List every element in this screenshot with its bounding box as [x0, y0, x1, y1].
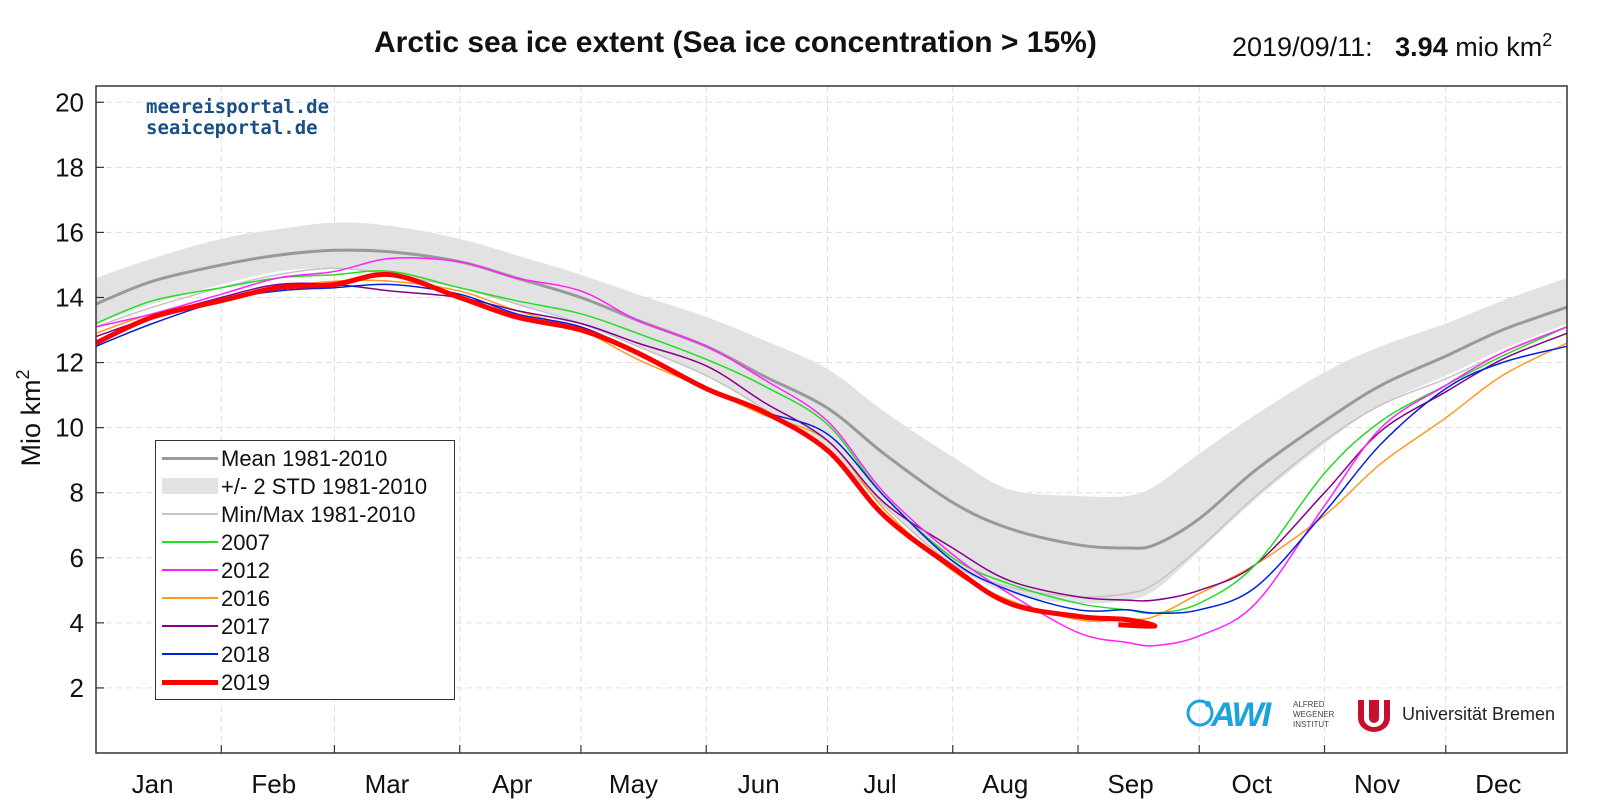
- legend-label: Min/Max 1981-2010: [221, 502, 416, 527]
- y-tick-label: 8: [70, 478, 84, 508]
- series-line-2007: [95, 270, 1568, 615]
- portal-line-2: seaiceportal.de: [146, 117, 318, 139]
- series-line-mean-1981-2010: [95, 248, 1568, 550]
- legend-item: 2007: [156, 528, 456, 556]
- y-ticks: 2 4 6 8 10 12 14 16 18 20: [55, 87, 104, 703]
- legend-label: 2018: [221, 642, 270, 667]
- x-tick-label: Feb: [251, 769, 296, 799]
- y-tick-label: 10: [55, 413, 84, 443]
- x-tick-label: Dec: [1475, 769, 1521, 799]
- x-tick-label: Apr: [492, 769, 533, 799]
- y-tick-label: 12: [55, 348, 84, 378]
- uni-bremen-text: Universität Bremen: [1402, 704, 1556, 724]
- x-tick-label: Aug: [982, 769, 1028, 799]
- legend-swatch: [162, 625, 218, 627]
- legend-swatch: [162, 653, 218, 655]
- readout-date: 2019/09/11:: [1232, 32, 1373, 62]
- x-tick-label: Jun: [738, 769, 780, 799]
- y-tick-label: 18: [55, 152, 84, 182]
- y-tick-label: 4: [70, 608, 84, 638]
- awi-subtitle: ALFRED WEGENER INSTITUT: [1293, 700, 1335, 729]
- legend-label: 2016: [221, 586, 270, 611]
- awi-globe-icon: [1186, 699, 1214, 727]
- readout-unit-sup: 2: [1542, 30, 1553, 50]
- x-tick-label: May: [609, 769, 658, 799]
- std-band-area: [96, 222, 1567, 604]
- y-tick-label: 20: [55, 87, 84, 117]
- x-tick-label: Jan: [132, 769, 174, 799]
- legend-item: 2016: [156, 584, 456, 612]
- y-tick-label: 14: [55, 282, 84, 312]
- legend-swatch: [162, 456, 218, 460]
- legend-swatch: [162, 513, 218, 515]
- std-band: [96, 222, 1567, 604]
- series-lines: [94, 248, 1568, 647]
- y-axis-label: Mio km2: [13, 369, 46, 466]
- x-tick-label: Oct: [1232, 769, 1273, 799]
- readout-unit: mio km: [1455, 32, 1543, 62]
- legend-item: Min/Max 1981-2010: [156, 500, 456, 528]
- legend-item: +/- 2 STD 1981-2010: [156, 472, 456, 500]
- awi-logo-text: AWI: [1211, 696, 1271, 734]
- x-ticks: Jan Feb Mar Apr May Jun Jul Aug Sep Oct Nov Dec: [132, 745, 1521, 799]
- legend-swatch: [162, 569, 218, 571]
- series-line-2012: [95, 257, 1568, 647]
- legend-label: +/- 2 STD 1981-2010: [221, 474, 428, 499]
- uni-bremen-icon: [1358, 700, 1390, 732]
- y-tick-label: 2: [70, 673, 84, 703]
- x-tick-label: Jul: [863, 769, 896, 799]
- legend-item: 2019: [156, 668, 456, 696]
- legend-label: 2019: [221, 670, 270, 695]
- legend-item: 2018: [156, 640, 456, 668]
- date-readout: 2019/09/11: 3.94 mio km2: [1232, 30, 1552, 63]
- legend-swatch: [162, 478, 218, 494]
- legend-label: 2017: [221, 614, 270, 639]
- portal-watermark: meereisportal.de seaiceportal.de: [146, 97, 329, 139]
- legend-item: 2012: [156, 556, 456, 584]
- legend: Mean 1981-2010 +/- 2 STD 1981-2010 Min/Max…: [155, 440, 455, 700]
- logos: AWI ALFRED WEGENER INSTITUT Universität …: [1185, 696, 1575, 740]
- readout-value: 3.94: [1395, 32, 1448, 62]
- legend-item: 2017: [156, 612, 456, 640]
- legend-swatch: [162, 679, 218, 685]
- x-tick-label: Sep: [1107, 769, 1153, 799]
- legend-label: Mean 1981-2010: [221, 446, 388, 471]
- legend-swatch: [162, 541, 218, 543]
- x-tick-label: Mar: [365, 769, 410, 799]
- series-line-2019: [94, 271, 1158, 629]
- portal-line-1: meereisportal.de: [146, 96, 330, 118]
- legend-swatch: [162, 597, 218, 599]
- x-tick-label: Nov: [1354, 769, 1400, 799]
- legend-label: 2012: [221, 558, 270, 583]
- series-line-2018: [95, 283, 1568, 614]
- plot-frame: [95, 85, 1568, 754]
- chart-title: Arctic sea ice extent (Sea ice concentra…: [374, 26, 1097, 59]
- legend-item: Mean 1981-2010: [156, 444, 456, 472]
- series-line-min-max-1981-2010: [95, 267, 1568, 598]
- legend-label: 2007: [221, 530, 270, 555]
- y-tick-label: 16: [55, 217, 84, 247]
- y-tick-label: 6: [70, 543, 84, 573]
